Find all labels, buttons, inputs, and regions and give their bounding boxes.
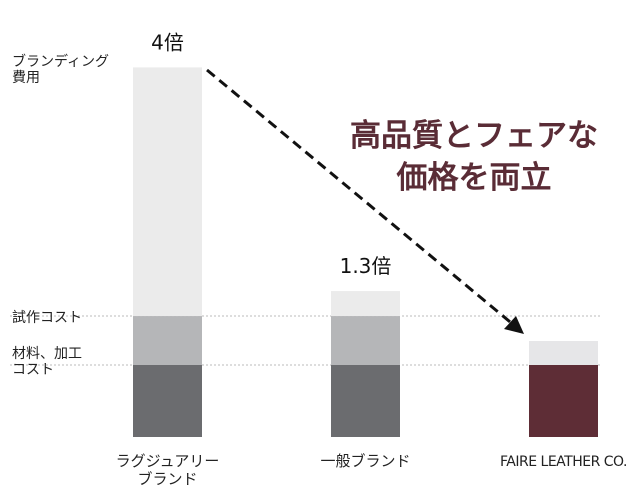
category-label: FAIRE LEATHER CO. bbox=[500, 454, 627, 470]
bar-segment bbox=[529, 341, 598, 365]
category-label: 一般ブランド bbox=[320, 452, 410, 470]
headline-line: 価格を両立 bbox=[396, 160, 552, 196]
bar-segment bbox=[331, 365, 400, 437]
bar-segment bbox=[133, 365, 202, 437]
bar-segment bbox=[529, 365, 598, 437]
bar-segment bbox=[133, 67, 202, 317]
bar-segment bbox=[331, 291, 400, 317]
multiplier-label: 4倍 bbox=[151, 30, 184, 54]
multiplier-label: 1.3倍 bbox=[340, 254, 392, 278]
series-label: 試作コスト bbox=[12, 310, 82, 326]
headline-line: 高品質とフェアな bbox=[350, 118, 598, 154]
arrow-head-icon bbox=[504, 316, 524, 334]
dashed-arrow-line bbox=[206, 68, 516, 328]
series-label: 材料、加工コスト bbox=[12, 346, 82, 378]
bar-segment bbox=[331, 316, 400, 365]
category-label: ラグジュアリーブランド bbox=[116, 452, 220, 488]
series-label: ブランディング費用 bbox=[12, 53, 109, 86]
bar-segment bbox=[133, 316, 202, 365]
